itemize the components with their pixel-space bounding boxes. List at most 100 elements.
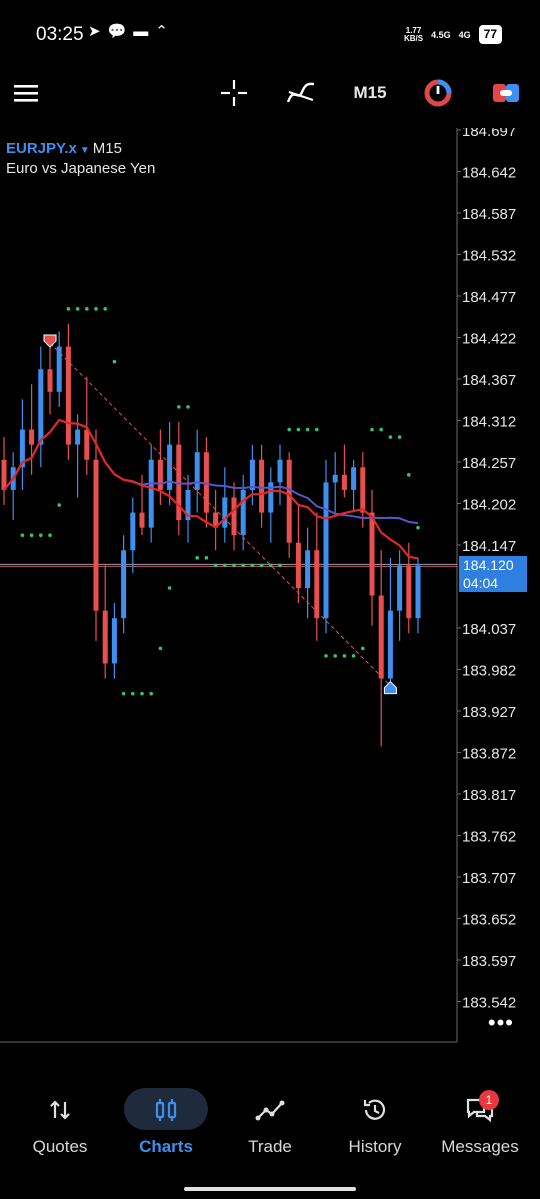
candle-body: [148, 459, 154, 528]
sar-dot: [85, 307, 89, 311]
indicator-icon[interactable]: [284, 70, 318, 116]
candle-body: [19, 429, 25, 468]
price-tick-label: 183.982: [462, 663, 516, 680]
timeframe-label: M15: [353, 83, 387, 102]
price-tick-label: 184.422: [462, 331, 516, 348]
candle-body: [139, 512, 145, 528]
buy-arrow-icon: [383, 680, 397, 695]
bar-countdown: 04:04: [463, 575, 499, 591]
nav-label-charts: Charts: [139, 1137, 193, 1156]
sar-dot: [361, 646, 365, 651]
sar-dot: [296, 427, 301, 432]
candle-body: [323, 482, 329, 619]
price-tick-label: 183.817: [462, 787, 516, 804]
price-tick-label: 183.927: [462, 704, 516, 721]
sar-dot: [112, 359, 117, 364]
candle-body: [406, 565, 412, 619]
price-tick-label: 183.872: [462, 746, 516, 763]
bottom-navigation: Quotes Charts Trade History Messages: [0, 1080, 540, 1160]
candle-body: [56, 346, 62, 392]
candle-body: [102, 610, 108, 664]
candle-body: [360, 467, 366, 513]
net-speed: 1.77 KB/S: [403, 26, 424, 43]
symbol-description: Euro vs Japanese Yen: [6, 160, 156, 177]
candle-body: [341, 474, 347, 490]
chevron-down-icon[interactable]: ▼: [79, 145, 90, 156]
sar-dot: [269, 563, 273, 568]
more-options-icon[interactable]: •••: [487, 1010, 514, 1035]
candle-body: [295, 542, 301, 589]
candle-body: [222, 497, 228, 528]
trade-toggle-icon[interactable]: [490, 70, 522, 116]
signal-icon: 4.5G: [431, 29, 451, 40]
sar-dot: [121, 691, 126, 696]
symbol-name[interactable]: EURJPY.x: [6, 140, 77, 157]
price-tick-label: 184.477: [462, 289, 516, 306]
chat-icon: 💬: [107, 23, 127, 40]
symbol-header[interactable]: EURJPY.x ▼ M15: [6, 140, 122, 157]
sar-dot: [195, 556, 199, 560]
sar-dot: [149, 691, 153, 696]
one-click-trading-icon[interactable]: [422, 70, 454, 116]
net-speed-unit: KB/S: [403, 33, 424, 43]
price-tick-label: 183.652: [462, 912, 516, 929]
candle-body: [167, 444, 173, 490]
sar-dot: [223, 563, 227, 568]
candle-body: [240, 489, 246, 536]
symbol-timeframe: M15: [92, 140, 122, 157]
candle-body: [157, 459, 163, 490]
timeframe-button[interactable]: M15: [348, 70, 392, 116]
sar-dot: [305, 427, 310, 432]
candle-body: [176, 444, 182, 521]
price-tick-label: 184.697: [462, 128, 516, 140]
price-tick-label: 184.147: [462, 538, 516, 555]
candle-body: [259, 459, 265, 513]
nav-label-trade: Trade: [248, 1137, 292, 1156]
sar-dot: [213, 563, 218, 568]
sar-dot: [232, 563, 236, 568]
sar-dot: [75, 307, 80, 311]
candle-body: [249, 459, 255, 490]
history-icon: [321, 1094, 429, 1126]
nav-charts[interactable]: Charts: [112, 1080, 220, 1160]
sar-dot: [370, 427, 374, 432]
sar-dot: [379, 427, 384, 432]
sar-dot: [324, 654, 328, 658]
sar-dot: [204, 556, 209, 560]
nav-quotes[interactable]: Quotes: [6, 1080, 114, 1160]
nav-trade[interactable]: Trade: [216, 1080, 324, 1160]
price-tick-label: 184.367: [462, 372, 516, 389]
messages-badge: 1: [479, 1090, 499, 1110]
sar-dot: [167, 586, 172, 590]
nav-messages[interactable]: Messages: [426, 1080, 534, 1160]
candle-body: [75, 429, 81, 445]
telegram-icon: ➤: [88, 23, 101, 40]
sar-dot: [186, 405, 190, 409]
candle-body: [111, 618, 117, 664]
price-tick-label: 184.037: [462, 621, 516, 638]
sar-dot: [416, 525, 420, 530]
sar-dot: [278, 563, 282, 568]
candle-body: [332, 474, 338, 483]
candle-body: [378, 595, 384, 679]
sar-dot: [29, 533, 34, 537]
candle-body: [387, 610, 393, 679]
candle-body: [194, 452, 200, 490]
status-bar: 03:25 ➤ 💬 ▬ ⌃ 1.77 KB/S 4.5G 4G 77: [0, 0, 540, 70]
price-chart[interactable]: 184.697 184.642 184.587 184.532 184.477 184.4…: [0, 128, 540, 1044]
sar-dot: [241, 563, 245, 568]
nav-history[interactable]: History: [321, 1080, 429, 1160]
sar-dot: [48, 533, 52, 537]
price-tick-label: 184.532: [462, 248, 516, 265]
sell-arrow-icon: [43, 334, 57, 348]
gun-icon: ▬: [133, 22, 149, 40]
menu-icon[interactable]: [10, 70, 42, 116]
crosshair-icon[interactable]: [218, 70, 250, 116]
candle-body: [314, 550, 320, 619]
candle-body: [185, 489, 191, 521]
home-indicator[interactable]: [184, 1187, 356, 1191]
sar-dot: [131, 691, 135, 696]
current-price: 184.120: [463, 557, 514, 573]
price-tick-label: 183.707: [462, 870, 516, 887]
chart-area[interactable]: 184.697 184.642 184.587 184.532 184.477 184.4…: [0, 128, 540, 1044]
